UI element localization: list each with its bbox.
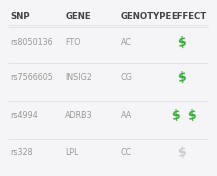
Text: $: $ <box>171 108 183 123</box>
Text: INSIG2: INSIG2 <box>65 73 92 82</box>
Text: EFFECT: EFFECT <box>171 12 207 21</box>
Text: SNP: SNP <box>10 12 30 21</box>
Text: $: $ <box>176 36 188 50</box>
Text: FTO: FTO <box>65 39 81 48</box>
Text: $: $ <box>176 145 188 159</box>
Text: rs8050136: rs8050136 <box>10 39 53 48</box>
Text: rs7566605: rs7566605 <box>10 73 53 82</box>
Text: GENE: GENE <box>65 12 91 21</box>
Text: CG: CG <box>120 73 132 82</box>
Text: ADRB3: ADRB3 <box>65 111 93 120</box>
Text: GENOTYPE: GENOTYPE <box>120 12 172 21</box>
Text: rs328: rs328 <box>10 148 33 157</box>
Text: LPL: LPL <box>65 148 79 157</box>
Text: CC: CC <box>120 148 132 157</box>
Text: $: $ <box>187 108 199 123</box>
Text: $: $ <box>176 70 188 85</box>
Text: AC: AC <box>120 39 132 48</box>
Text: rs4994: rs4994 <box>10 111 38 120</box>
Text: AA: AA <box>120 111 132 120</box>
